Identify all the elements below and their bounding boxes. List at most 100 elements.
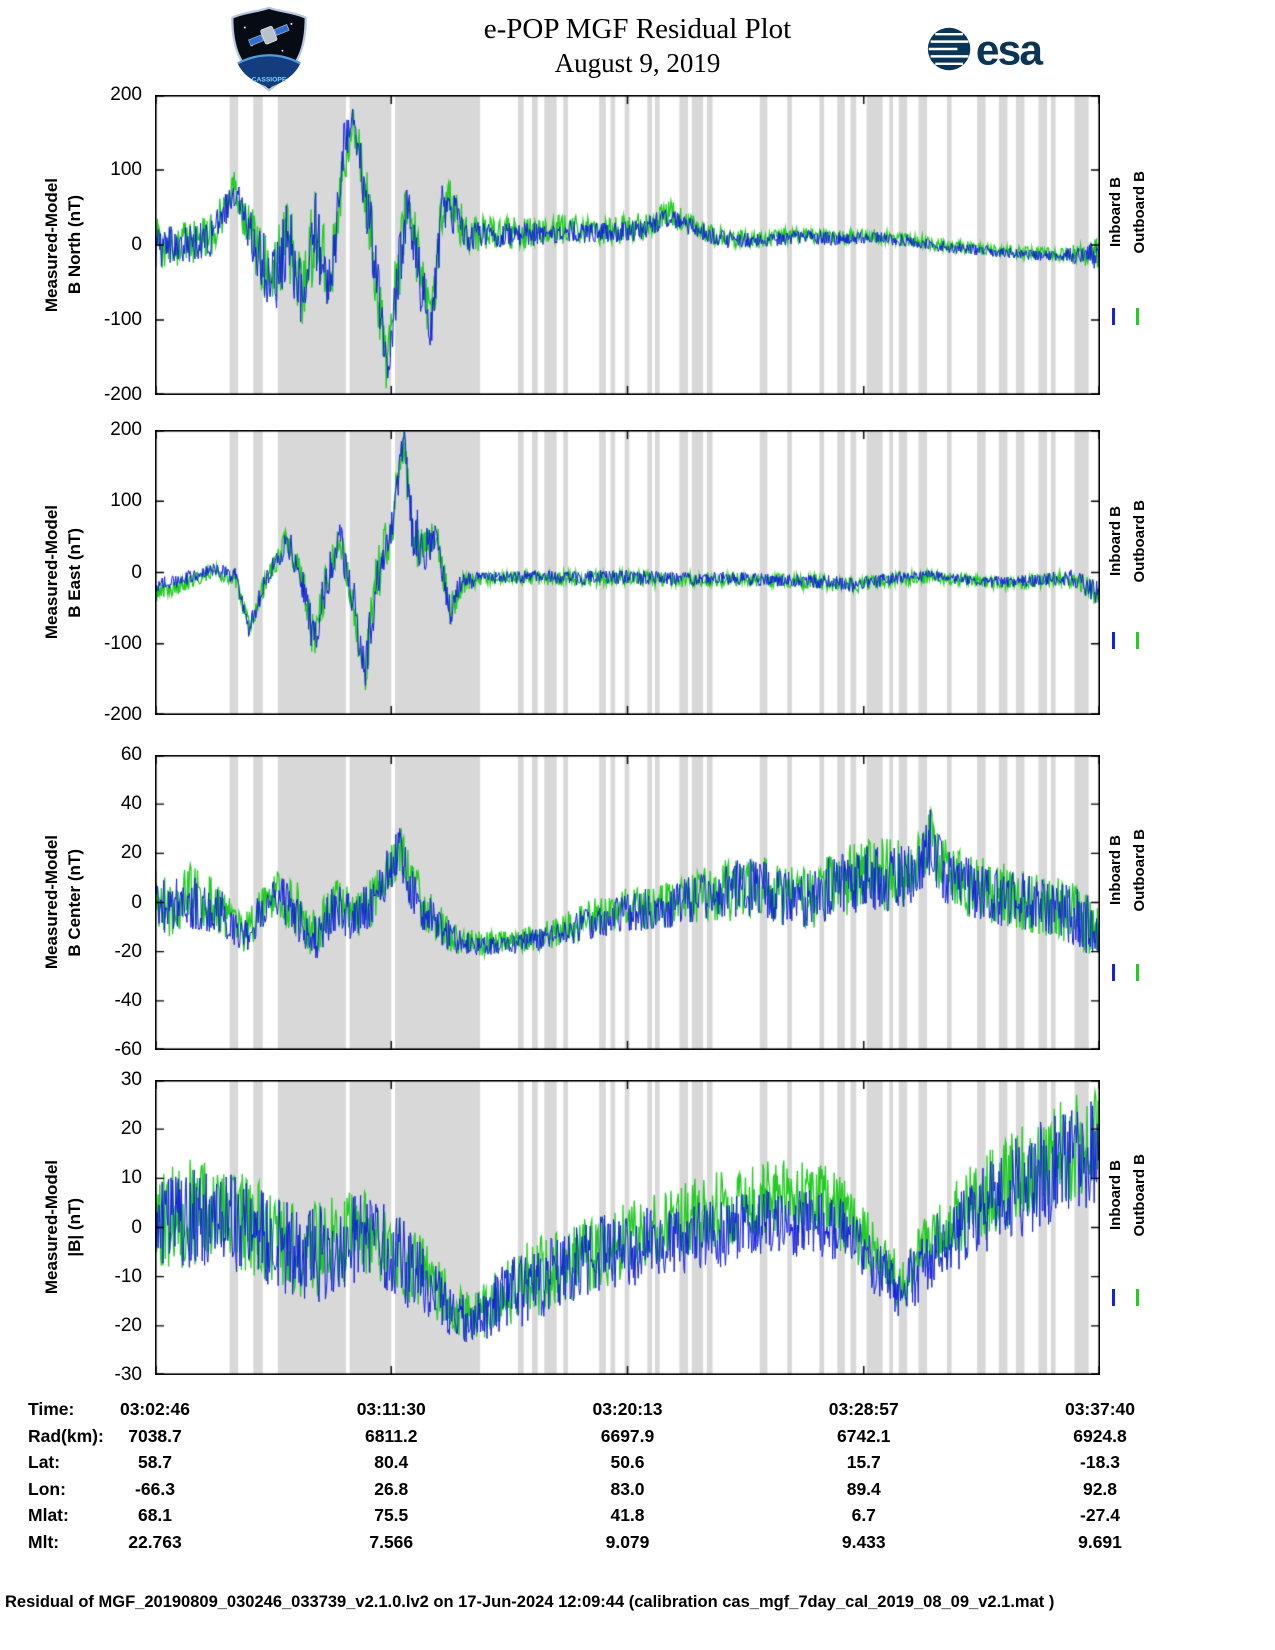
table-row: Lat: 58.7 80.4 50.6 15.7 -18.3 — [0, 1452, 1275, 1479]
table-cell: -66.3 — [135, 1478, 175, 1499]
y-tick-label: 100 — [110, 490, 142, 512]
inboard-line-sample-icon — [1112, 308, 1115, 325]
esa-logo-icon: esa — [927, 27, 1045, 74]
table-cell: 03:28:57 — [828, 1399, 899, 1419]
legend-outboard-label: Outboard B — [1131, 1153, 1148, 1237]
panel-b-magnitude: Measured-Model |B| (nT) 30 20 10 0 -10 -20 -30… — [0, 1069, 1275, 1385]
y-tick-label: -200 — [103, 704, 142, 725]
panel-b-center: Measured-Model B Center (nT) 60 40 20 0 -20 -… — [0, 744, 1275, 1060]
table-cell: 03:02:46 — [119, 1399, 191, 1419]
y-axis-label-line2: |B| (nT) — [65, 1198, 84, 1257]
table-cell: 41.8 — [610, 1505, 645, 1526]
table-cell: 03:20:13 — [592, 1399, 663, 1419]
y-tick-labels: 60 40 20 0 -20 -40 -60 — [92, 744, 148, 1060]
legend-line-samples — [1112, 632, 1139, 650]
table-row-label: Lon: — [28, 1478, 66, 1499]
chart-canvas-b-magnitude — [155, 1080, 1100, 1375]
plot-area-b-north — [155, 95, 1100, 395]
panel-b-north: Measured-Model B North (nT) 200 100 0 -100 -… — [0, 84, 1275, 405]
inboard-line-sample-icon — [1112, 964, 1115, 982]
table-cell: 75.5 — [374, 1505, 409, 1526]
y-tick-label: 0 — [131, 891, 142, 913]
inboard-line-sample-icon — [1112, 1289, 1115, 1307]
y-axis-label-line2: B East (nT) — [65, 527, 84, 618]
y-tick-label: 200 — [110, 84, 142, 105]
table-cell: 9.691 — [1078, 1531, 1122, 1552]
esa-globe-stripes — [928, 33, 969, 65]
table-cell: 6.7 — [851, 1505, 876, 1526]
plot-area-b-east — [155, 430, 1100, 715]
y-axis-label-line1: Measured-Model — [42, 177, 61, 313]
y-tick-label: 100 — [110, 159, 142, 180]
legend-b-magnitude: Inboard B Outboard B — [1107, 1110, 1148, 1281]
table-cell: 03:37:40 — [1064, 1399, 1136, 1419]
outboard-line-sample-icon — [1136, 308, 1139, 325]
table-cell: 6742.1 — [836, 1425, 891, 1446]
legend-line-samples — [1112, 308, 1139, 325]
y-tick-labels: 200 100 0 -100 -200 — [92, 419, 148, 725]
y-axis-label-line2: B Center (nT) — [65, 848, 84, 957]
y-tick-label: 10 — [120, 1167, 142, 1189]
y-tick-label: -10 — [114, 1265, 142, 1287]
inboard-line-sample-icon — [1112, 632, 1115, 650]
chart-canvas-b-east — [155, 430, 1100, 715]
table-cell: 26.8 — [374, 1478, 409, 1499]
y-tick-label: 0 — [131, 561, 142, 583]
outboard-line-sample-icon — [1136, 632, 1139, 650]
table-cell: 03:11:30 — [356, 1399, 426, 1419]
y-axis-label-b-magnitude: Measured-Model |B| (nT) — [42, 1080, 85, 1375]
table-cell: 15.7 — [846, 1452, 881, 1473]
table-cell: 80.4 — [374, 1452, 409, 1473]
table-row: Mlt: 22.763 7.566 9.079 9.433 9.691 — [0, 1532, 1275, 1559]
legend-b-center: Inboard B Outboard B — [1107, 785, 1148, 956]
y-axis-label-b-center: Measured-Model B Center (nT) — [42, 755, 85, 1050]
y-tick-label: 0 — [131, 1216, 142, 1238]
outboard-line-sample-icon — [1136, 964, 1139, 982]
y-axis-label-line2: B North (nT) — [65, 195, 84, 295]
table-cell: 83.0 — [610, 1478, 645, 1499]
y-tick-label: -40 — [114, 989, 142, 1011]
legend-inboard-label: Inboard B — [1107, 506, 1124, 577]
header: CASSIOPE e-POP MGF Residual Plot August … — [0, 0, 1275, 95]
esa-wordmark: esa — [976, 27, 1044, 74]
plot-area-b-center — [155, 755, 1100, 1050]
y-tick-label: -20 — [114, 940, 142, 962]
table-cell: 6924.8 — [1073, 1425, 1127, 1446]
legend-inboard-label: Inboard B — [1107, 1160, 1124, 1231]
y-tick-labels: 30 20 10 0 -10 -20 -30 — [92, 1069, 148, 1385]
y-tick-label: -100 — [103, 632, 142, 654]
table-row: Rad(km): 7038.7 6811.2 6697.9 6742.1 6924.8 — [0, 1426, 1275, 1453]
table-row: Lon: -66.3 26.8 83.0 89.4 92.8 — [0, 1479, 1275, 1506]
plot-area-b-magnitude — [155, 1080, 1100, 1375]
table-cell: -27.4 — [1080, 1505, 1120, 1526]
y-tick-label: 20 — [120, 842, 142, 864]
legend-inboard-label: Inboard B — [1107, 835, 1124, 906]
legend-inboard-label: Inboard B — [1107, 177, 1124, 247]
table-row-label: Mlat: — [28, 1505, 69, 1526]
table-row-label: Lat: — [28, 1452, 61, 1473]
panel-b-east: Measured-Model B East (nT) 200 100 0 -100 -2… — [0, 419, 1275, 725]
table-cell: 92.8 — [1082, 1478, 1118, 1499]
table-cell: 22.763 — [128, 1531, 182, 1552]
table-row: Time: 03:02:46 03:11:30 03:20:13 03:28:57 03:… — [0, 1399, 1275, 1426]
cassiope-mission-patch-icon: CASSIOPE — [231, 6, 307, 92]
y-tick-label: -200 — [103, 384, 142, 405]
table-cell: 6811.2 — [364, 1425, 418, 1446]
y-axis-label-line1: Measured-Model — [42, 835, 61, 970]
chart-canvas-b-north — [155, 95, 1100, 395]
y-tick-label: -100 — [103, 309, 142, 330]
table-cell: 7038.7 — [128, 1425, 182, 1446]
table-row-label: Rad(km): — [28, 1425, 104, 1446]
y-tick-label: -30 — [114, 1364, 142, 1385]
page-title: e-POP MGF Residual Plot — [483, 13, 792, 45]
y-axis-label-line1: Measured-Model — [42, 1160, 61, 1295]
y-axis-label-b-east: Measured-Model B East (nT) — [42, 430, 85, 715]
page-subtitle-date: August 9, 2019 — [554, 48, 721, 78]
y-axis-label-line1: Measured-Model — [42, 505, 61, 640]
ephemeris-table: Time: 03:02:46 03:11:30 03:20:13 03:28:57 03:… — [0, 1399, 1275, 1559]
title-block: e-POP MGF Residual Plot August 9, 2019 — [0, 12, 1275, 80]
legend-line-samples — [1112, 964, 1139, 982]
y-tick-label: 30 — [120, 1069, 142, 1090]
table-cell: 58.7 — [137, 1452, 173, 1473]
